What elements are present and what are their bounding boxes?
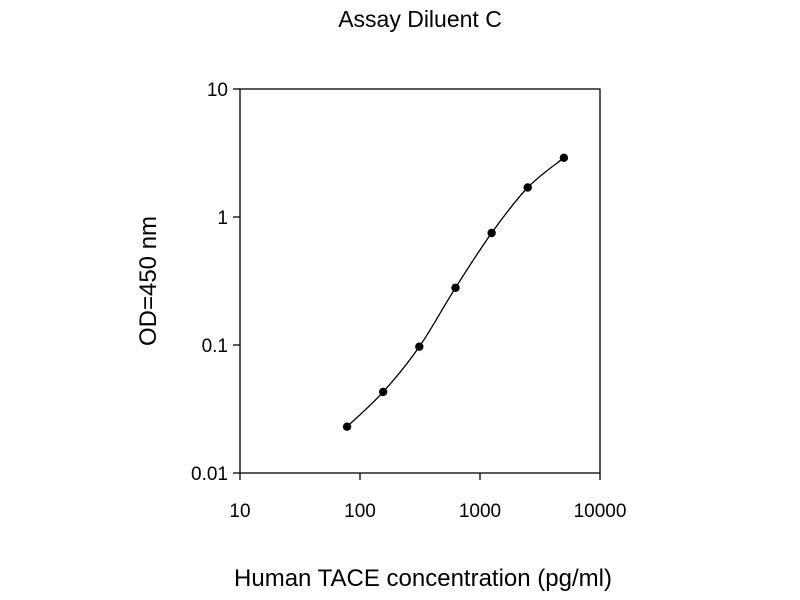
data-point: [523, 183, 532, 192]
plot-frame: [239, 88, 601, 474]
data-point: [559, 153, 569, 163]
y-tick-label: 1: [217, 208, 228, 229]
series-line: [346, 157, 565, 428]
data-point: [487, 228, 496, 238]
y-tick-label: 10: [207, 80, 228, 101]
y-axis-label: OD=450 nm: [135, 216, 162, 346]
x-axis-ticks: 10 100 1000 10000: [229, 473, 626, 522]
data-point: [415, 342, 424, 351]
series-layer: [342, 153, 569, 431]
y-tick-label: 0.01: [191, 464, 228, 485]
x-tick-label: 1000: [459, 501, 501, 522]
data-point: [342, 422, 352, 431]
x-axis-label: Human TACE concentration (pg/ml): [234, 565, 612, 592]
data-point: [451, 283, 460, 292]
chart-title: Assay Diluent C: [338, 6, 502, 32]
y-axis-ticks: 0.01 0.1 1 10: [191, 80, 240, 485]
x-tick-label: 10: [229, 501, 250, 522]
x-tick-label: 100: [344, 501, 376, 522]
x-tick-label: 10000: [574, 501, 627, 522]
data-point: [378, 387, 388, 397]
y-tick-label: 0.1: [202, 336, 228, 357]
